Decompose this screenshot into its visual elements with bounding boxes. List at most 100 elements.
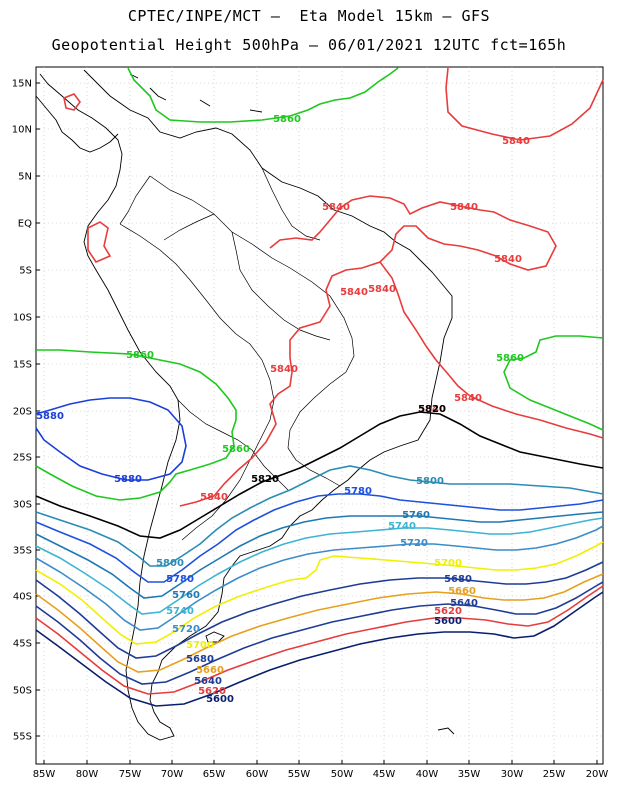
contour-label: 5840: [418, 404, 446, 415]
lat-label: 5S: [19, 266, 32, 277]
contour-label: 5780: [166, 574, 194, 585]
contour-label: 5800: [416, 476, 444, 487]
contour-label: 5620: [198, 686, 226, 697]
falkland-islands: [205, 631, 225, 643]
lon-label: 85W: [33, 769, 56, 780]
contour-label: 5660: [448, 586, 476, 597]
contour-5840-amazon: [179, 195, 557, 507]
contour-label: 5840: [340, 287, 368, 298]
lat-label: 10S: [13, 313, 32, 324]
contour-5640: [35, 581, 604, 685]
contour-5820: [35, 411, 604, 539]
contour-5880-continent: [35, 397, 187, 481]
contour-label: 5640: [194, 676, 222, 687]
contour-label: 5720: [400, 538, 428, 549]
coastline: [35, 69, 455, 741]
lon-label: 75W: [119, 769, 142, 780]
contour-label: 5840: [270, 364, 298, 375]
contour-label: 5760: [172, 590, 200, 601]
lon-label: 45W: [373, 769, 396, 780]
axis-ticks: [36, 82, 598, 764]
lon-label: 80W: [76, 769, 99, 780]
contour-label: 5840: [454, 393, 482, 404]
contour-label: 5840: [502, 136, 530, 147]
lon-label: 65W: [203, 769, 226, 780]
lon-label: 35W: [458, 769, 481, 780]
contour-label: 5820: [418, 404, 446, 415]
lat-label: 55S: [13, 732, 32, 743]
lat-label: 50S: [13, 686, 32, 697]
contour-5860-atlantic: [503, 335, 604, 431]
lat-label: 15S: [13, 360, 32, 371]
contour-label: 5860: [273, 114, 301, 125]
contour-label: 5880: [36, 411, 64, 422]
contour-label: 5700: [186, 640, 214, 651]
country-borders: [119, 167, 355, 541]
map-subtitle: Geopotential Height 500hPa – 06/01/2021 …: [51, 36, 567, 54]
south-georgia: [437, 727, 455, 735]
contour-label: 5640: [450, 598, 478, 609]
lon-label: 25W: [543, 769, 566, 780]
contour-label: 5720: [172, 624, 200, 635]
contour-5780: [35, 493, 604, 583]
lon-label: 70W: [161, 769, 184, 780]
contour-label: 5840: [368, 284, 396, 295]
lat-label: 35S: [13, 546, 32, 557]
contour-5840-nw-small: [63, 93, 81, 111]
contours: [35, 67, 604, 707]
lat-label: EQ: [18, 219, 32, 230]
map-title: CPTEC/INPE/MCT – Eta Model 15km – GFS: [127, 7, 491, 25]
lat-label: 45S: [13, 639, 32, 650]
lon-label: 55W: [288, 769, 311, 780]
contour-label: 5680: [444, 574, 472, 585]
contour-label: 5660: [196, 665, 224, 676]
contour-5600: [35, 591, 604, 707]
lat-label: 40S: [13, 592, 32, 603]
lat-label: 5N: [18, 172, 32, 183]
latitude-labels: 15N 10N 5N EQ 5S 10S 15S 20S 25S 30S 35S 40S 45S 50S 5…: [12, 79, 32, 743]
contour-label: 5740: [388, 521, 416, 532]
contour-label: 5700: [434, 558, 462, 569]
caribbean-islands: [129, 73, 263, 113]
longitude-labels: 85W 80W 75W 70W 65W 60W 55W 50W 45W 40W 35W 30W 25W 2…: [33, 769, 609, 780]
lon-label: 40W: [416, 769, 439, 780]
lat-label: 15N: [12, 79, 32, 90]
lon-label: 30W: [501, 769, 524, 780]
contour-5800: [35, 465, 604, 567]
contour-label: 5600: [434, 616, 462, 627]
contour-5660: [35, 573, 604, 673]
lat-label: 20S: [13, 407, 32, 418]
contour-5840-atlantic-north: [445, 67, 604, 141]
map-frame: [35, 66, 604, 765]
contour-label: 5840: [494, 254, 522, 265]
contour-5720: [35, 525, 604, 631]
contour-5760: [35, 511, 604, 599]
contour-label: 5760: [402, 510, 430, 521]
contour-label: 5820: [251, 474, 279, 485]
contour-label: 5620: [434, 606, 462, 617]
contour-5860-north: [127, 67, 399, 123]
lat-label: 30S: [13, 500, 32, 511]
contour-label: 5740: [166, 606, 194, 617]
contour-label: 5680: [186, 654, 214, 665]
contour-5740: [35, 517, 604, 615]
contour-label: 5840: [450, 202, 478, 213]
lat-label: 25S: [13, 453, 32, 464]
contour-label: 5860: [126, 350, 154, 361]
lon-label: 60W: [246, 769, 269, 780]
contour-label: 5860: [496, 353, 524, 364]
coastline-central-america: [35, 95, 119, 153]
contour-5700: [35, 541, 604, 645]
contour-5860-continent: [35, 349, 237, 501]
contour-label: 5840: [200, 492, 228, 503]
contour-5840-andes-small: [87, 221, 112, 263]
lon-label: 50W: [331, 769, 354, 780]
coastline-south-america: [39, 69, 453, 741]
contour-5840-northeast: [379, 261, 604, 439]
contour-label: 5840: [322, 202, 350, 213]
contour-label: 5600: [206, 694, 234, 705]
lat-label: 10N: [12, 125, 32, 136]
contour-5680: [35, 561, 604, 659]
